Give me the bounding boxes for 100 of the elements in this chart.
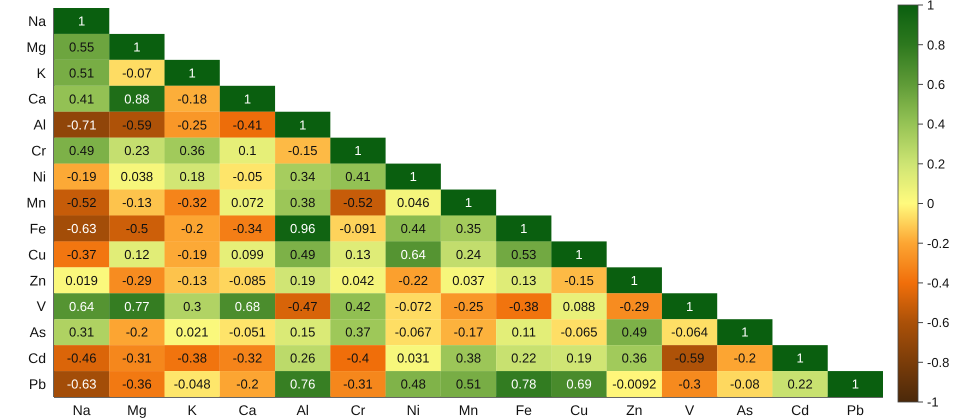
- data-label: 0.099: [231, 246, 264, 262]
- data-label: -0.2: [734, 350, 756, 366]
- data-label: -0.32: [232, 350, 262, 366]
- x-tick-label: Al: [296, 402, 309, 418]
- y-tick-label: Cr: [31, 142, 46, 159]
- data-label: 0.019: [65, 272, 98, 288]
- data-label: 1: [464, 195, 472, 210]
- y-tick-label: Zn: [30, 272, 46, 288]
- data-label: 0.1: [238, 143, 256, 158]
- data-label: -0.38: [508, 298, 539, 314]
- data-label: -0.52: [66, 195, 96, 210]
- data-label: 0.13: [345, 246, 371, 262]
- data-label: 1: [741, 324, 748, 340]
- data-label: -0.07: [122, 65, 152, 80]
- data-label: 0.68: [234, 298, 260, 314]
- data-label: 0.36: [180, 143, 205, 158]
- data-label: 0.15: [290, 324, 316, 340]
- data-label: -0.048: [174, 376, 211, 392]
- data-label: 1: [852, 376, 859, 392]
- y-tick-label: Al: [34, 116, 46, 133]
- data-label: -0.38: [177, 350, 207, 366]
- data-label: 0.3: [183, 298, 202, 314]
- data-label: -0.08: [730, 376, 760, 392]
- color-bar-label: 0.2: [927, 156, 946, 172]
- data-label: 0.42: [345, 298, 371, 314]
- data-label: 0.18: [180, 169, 205, 184]
- data-label: 0.64: [68, 298, 94, 314]
- y-tick-label: Ni: [32, 168, 46, 185]
- data-label: -0.15: [564, 272, 594, 288]
- data-label: 0.49: [622, 324, 647, 340]
- data-label: 0.22: [787, 376, 813, 392]
- data-label: -0.072: [394, 298, 432, 314]
- data-label: -0.3: [678, 376, 701, 392]
- x-tick-label: Mn: [458, 402, 478, 418]
- data-label: -0.064: [671, 324, 708, 340]
- data-label: -0.17: [454, 324, 484, 340]
- data-label: 0.038: [120, 169, 154, 184]
- data-label: -0.5: [126, 220, 148, 236]
- data-label: -0.31: [122, 350, 152, 366]
- x-tick-label: Cu: [570, 402, 588, 418]
- color-bar-label: 0.6: [927, 76, 946, 92]
- data-label: 1: [78, 14, 86, 29]
- data-label: -0.19: [66, 169, 96, 184]
- color-bar-label: 0.4: [927, 116, 946, 132]
- data-label: -0.067: [394, 324, 432, 340]
- data-label: 0.26: [290, 350, 316, 366]
- data-label: -0.0092: [612, 376, 656, 392]
- data-label: 0.64: [400, 246, 426, 262]
- data-label: 1: [188, 65, 196, 80]
- y-tick-label: V: [36, 298, 47, 314]
- data-label: 0.51: [456, 376, 482, 392]
- data-label: -0.46: [66, 350, 96, 366]
- data-label: 0.31: [68, 324, 94, 340]
- data-label: 1: [686, 298, 694, 314]
- y-tick-label: Cd: [28, 350, 46, 366]
- data-label: 0.12: [124, 246, 150, 262]
- y-tick-label: Ca: [28, 90, 46, 107]
- data-label: 0.19: [566, 350, 592, 366]
- data-label: 0.55: [68, 39, 94, 54]
- x-tick-label: Ni: [406, 402, 420, 418]
- data-label: 0.021: [176, 324, 208, 340]
- y-tick-label: Fe: [30, 220, 46, 236]
- data-label: -0.59: [122, 117, 152, 132]
- data-label: -0.31: [343, 376, 373, 392]
- data-label: -0.63: [66, 376, 96, 392]
- data-label: 0.51: [68, 65, 94, 80]
- data-label: 0.38: [456, 350, 482, 366]
- data-label: 0.88: [124, 91, 150, 106]
- color-bar-label: 1: [927, 0, 934, 13]
- data-label: 0.76: [290, 376, 316, 392]
- data-label: 0.046: [396, 195, 430, 210]
- data-label: 0.037: [452, 272, 485, 288]
- data-label: 0.13: [511, 272, 536, 288]
- data-label: -0.29: [122, 272, 152, 288]
- data-label: 0.23: [124, 143, 150, 158]
- color-bar-label: -0.4: [927, 275, 950, 290]
- data-label: 0.96: [290, 220, 316, 236]
- data-label: 1: [133, 39, 141, 54]
- data-label: -0.4: [346, 350, 370, 366]
- color-bar-label: -0.6: [927, 315, 950, 330]
- data-label: 0.35: [456, 220, 482, 236]
- data-label: -0.091: [340, 220, 376, 236]
- y-tick-label: Mg: [26, 38, 46, 55]
- data-label: 1: [354, 143, 362, 158]
- data-label: 1: [630, 272, 638, 288]
- data-label: -0.2: [180, 220, 204, 236]
- x-tick-label: Na: [72, 402, 91, 418]
- y-tick-label: Na: [28, 12, 46, 29]
- y-tick-label: K: [36, 64, 47, 81]
- data-label: -0.2: [236, 376, 259, 392]
- data-label: -0.32: [177, 195, 207, 210]
- data-label: -0.71: [66, 117, 96, 132]
- data-label: 0.042: [342, 272, 374, 288]
- data-label: -0.47: [288, 298, 318, 314]
- data-label: -0.25: [177, 117, 207, 132]
- y-tick-label: As: [30, 324, 46, 340]
- data-label: 0.031: [396, 350, 430, 366]
- data-label: -0.15: [288, 143, 318, 158]
- data-label: 0.22: [511, 350, 536, 366]
- data-label: -0.13: [177, 272, 207, 288]
